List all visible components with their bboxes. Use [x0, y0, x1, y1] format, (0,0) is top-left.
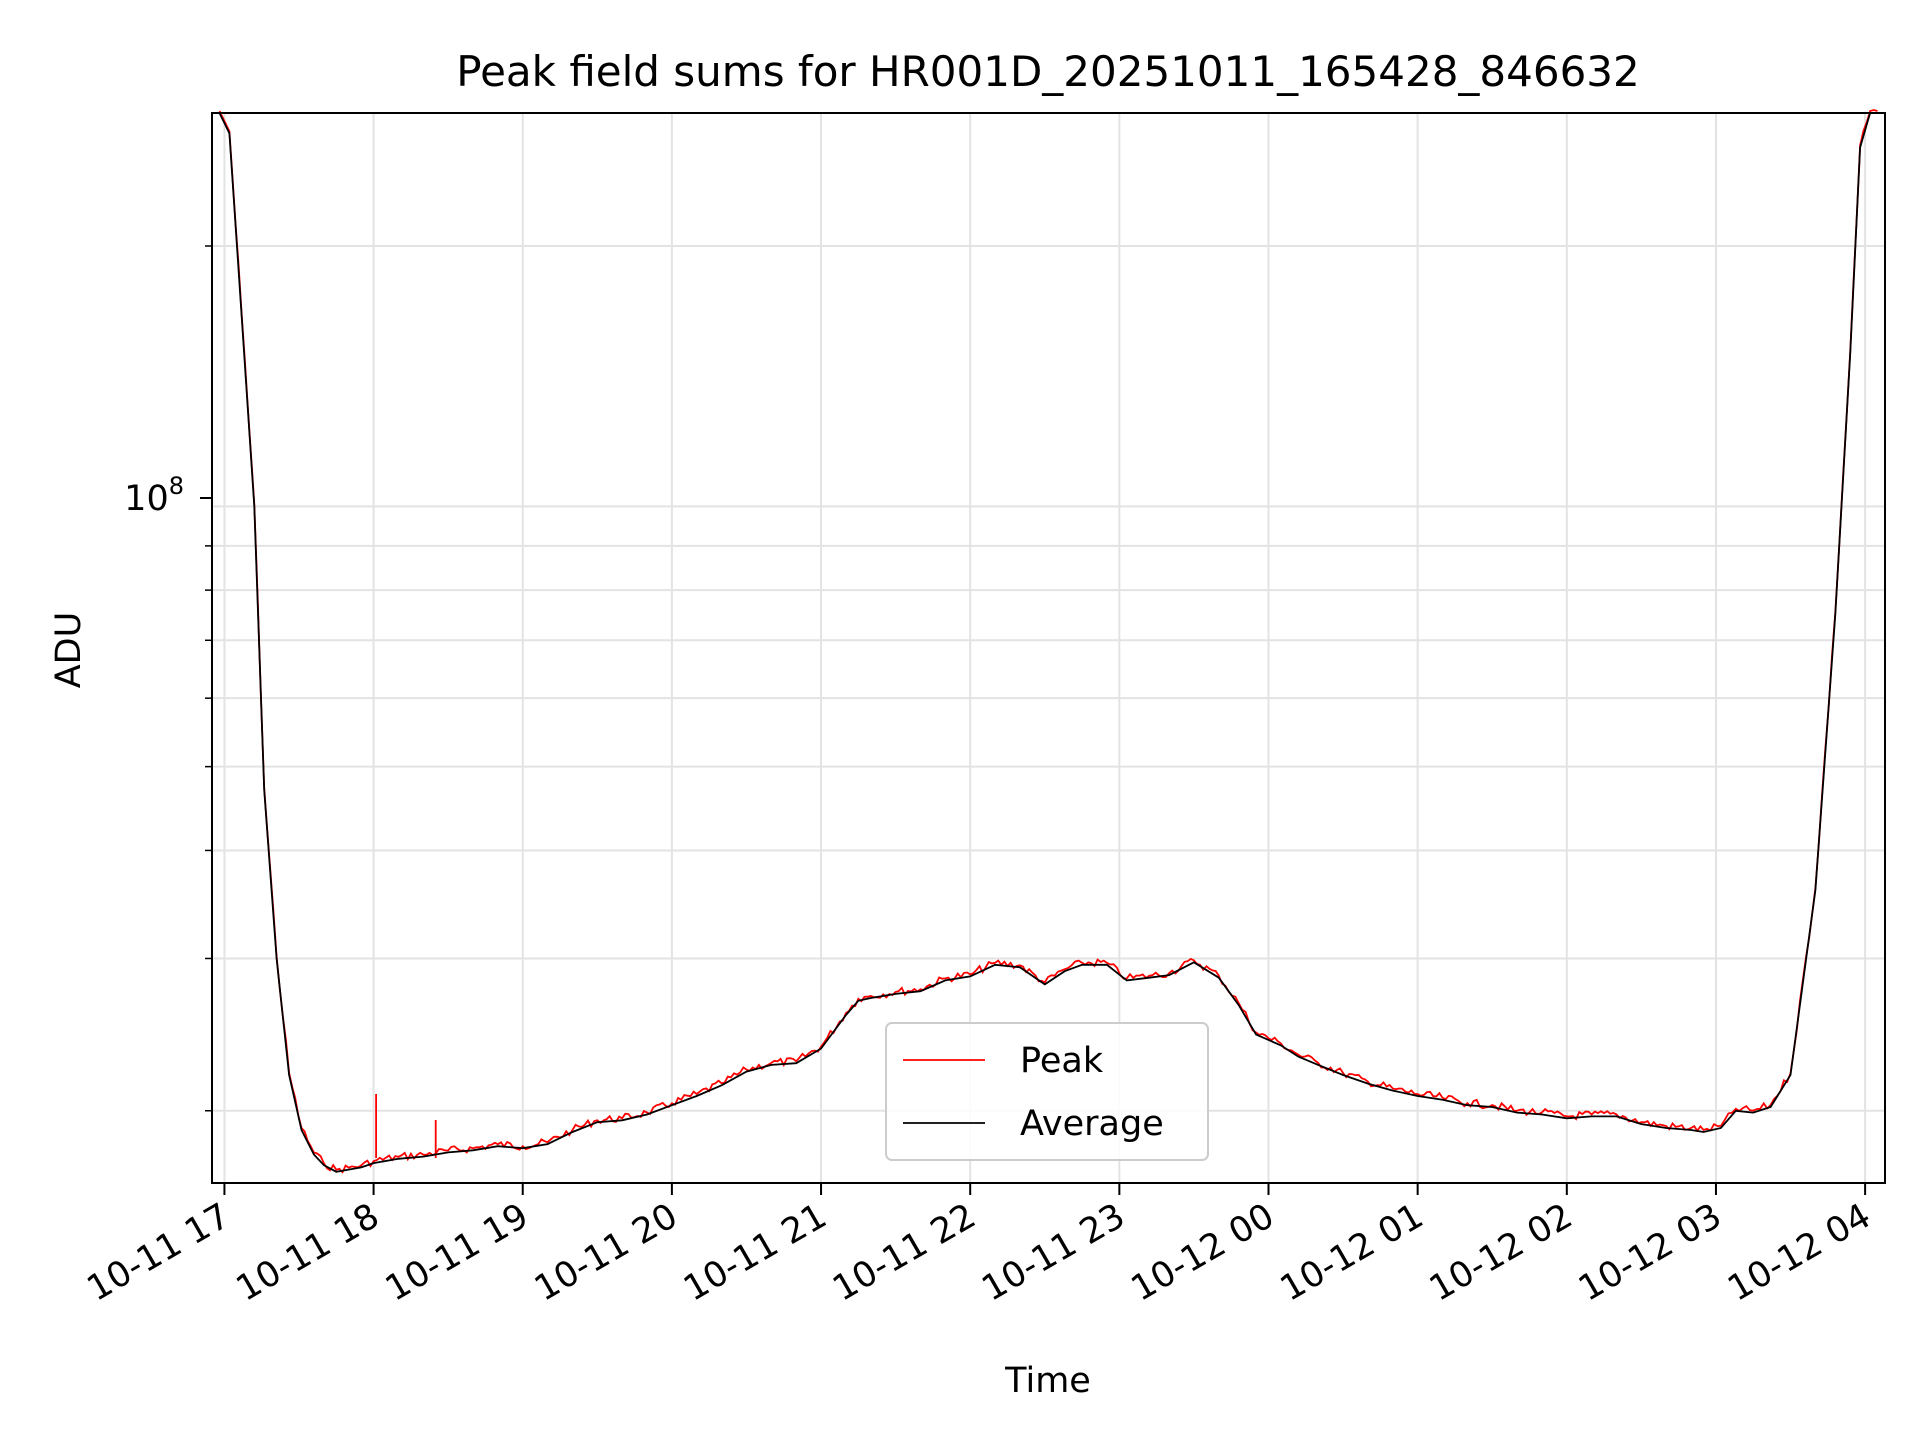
- legend-box: [885, 1022, 1209, 1161]
- x-axis-title: Time: [1004, 1361, 1091, 1401]
- legend-peak-label: Peak: [1020, 1041, 1104, 1081]
- grid-lines: [212, 113, 1885, 1183]
- plot-area-frame: [211, 112, 1886, 1184]
- y-tick-label: 108: [124, 472, 184, 519]
- legend: Peak Average: [885, 1022, 1209, 1161]
- series-average-line: [218, 112, 1878, 1173]
- series-peak-line: [218, 109, 1878, 1174]
- chart-title: Peak field sums for HR001D_20251011_1654…: [456, 47, 1640, 96]
- plot-series: [218, 109, 1878, 1174]
- y-axis-ticks: 108: [124, 245, 212, 1112]
- y-axis-title: ADU: [49, 612, 89, 689]
- legend-average-label: Average: [1020, 1104, 1164, 1144]
